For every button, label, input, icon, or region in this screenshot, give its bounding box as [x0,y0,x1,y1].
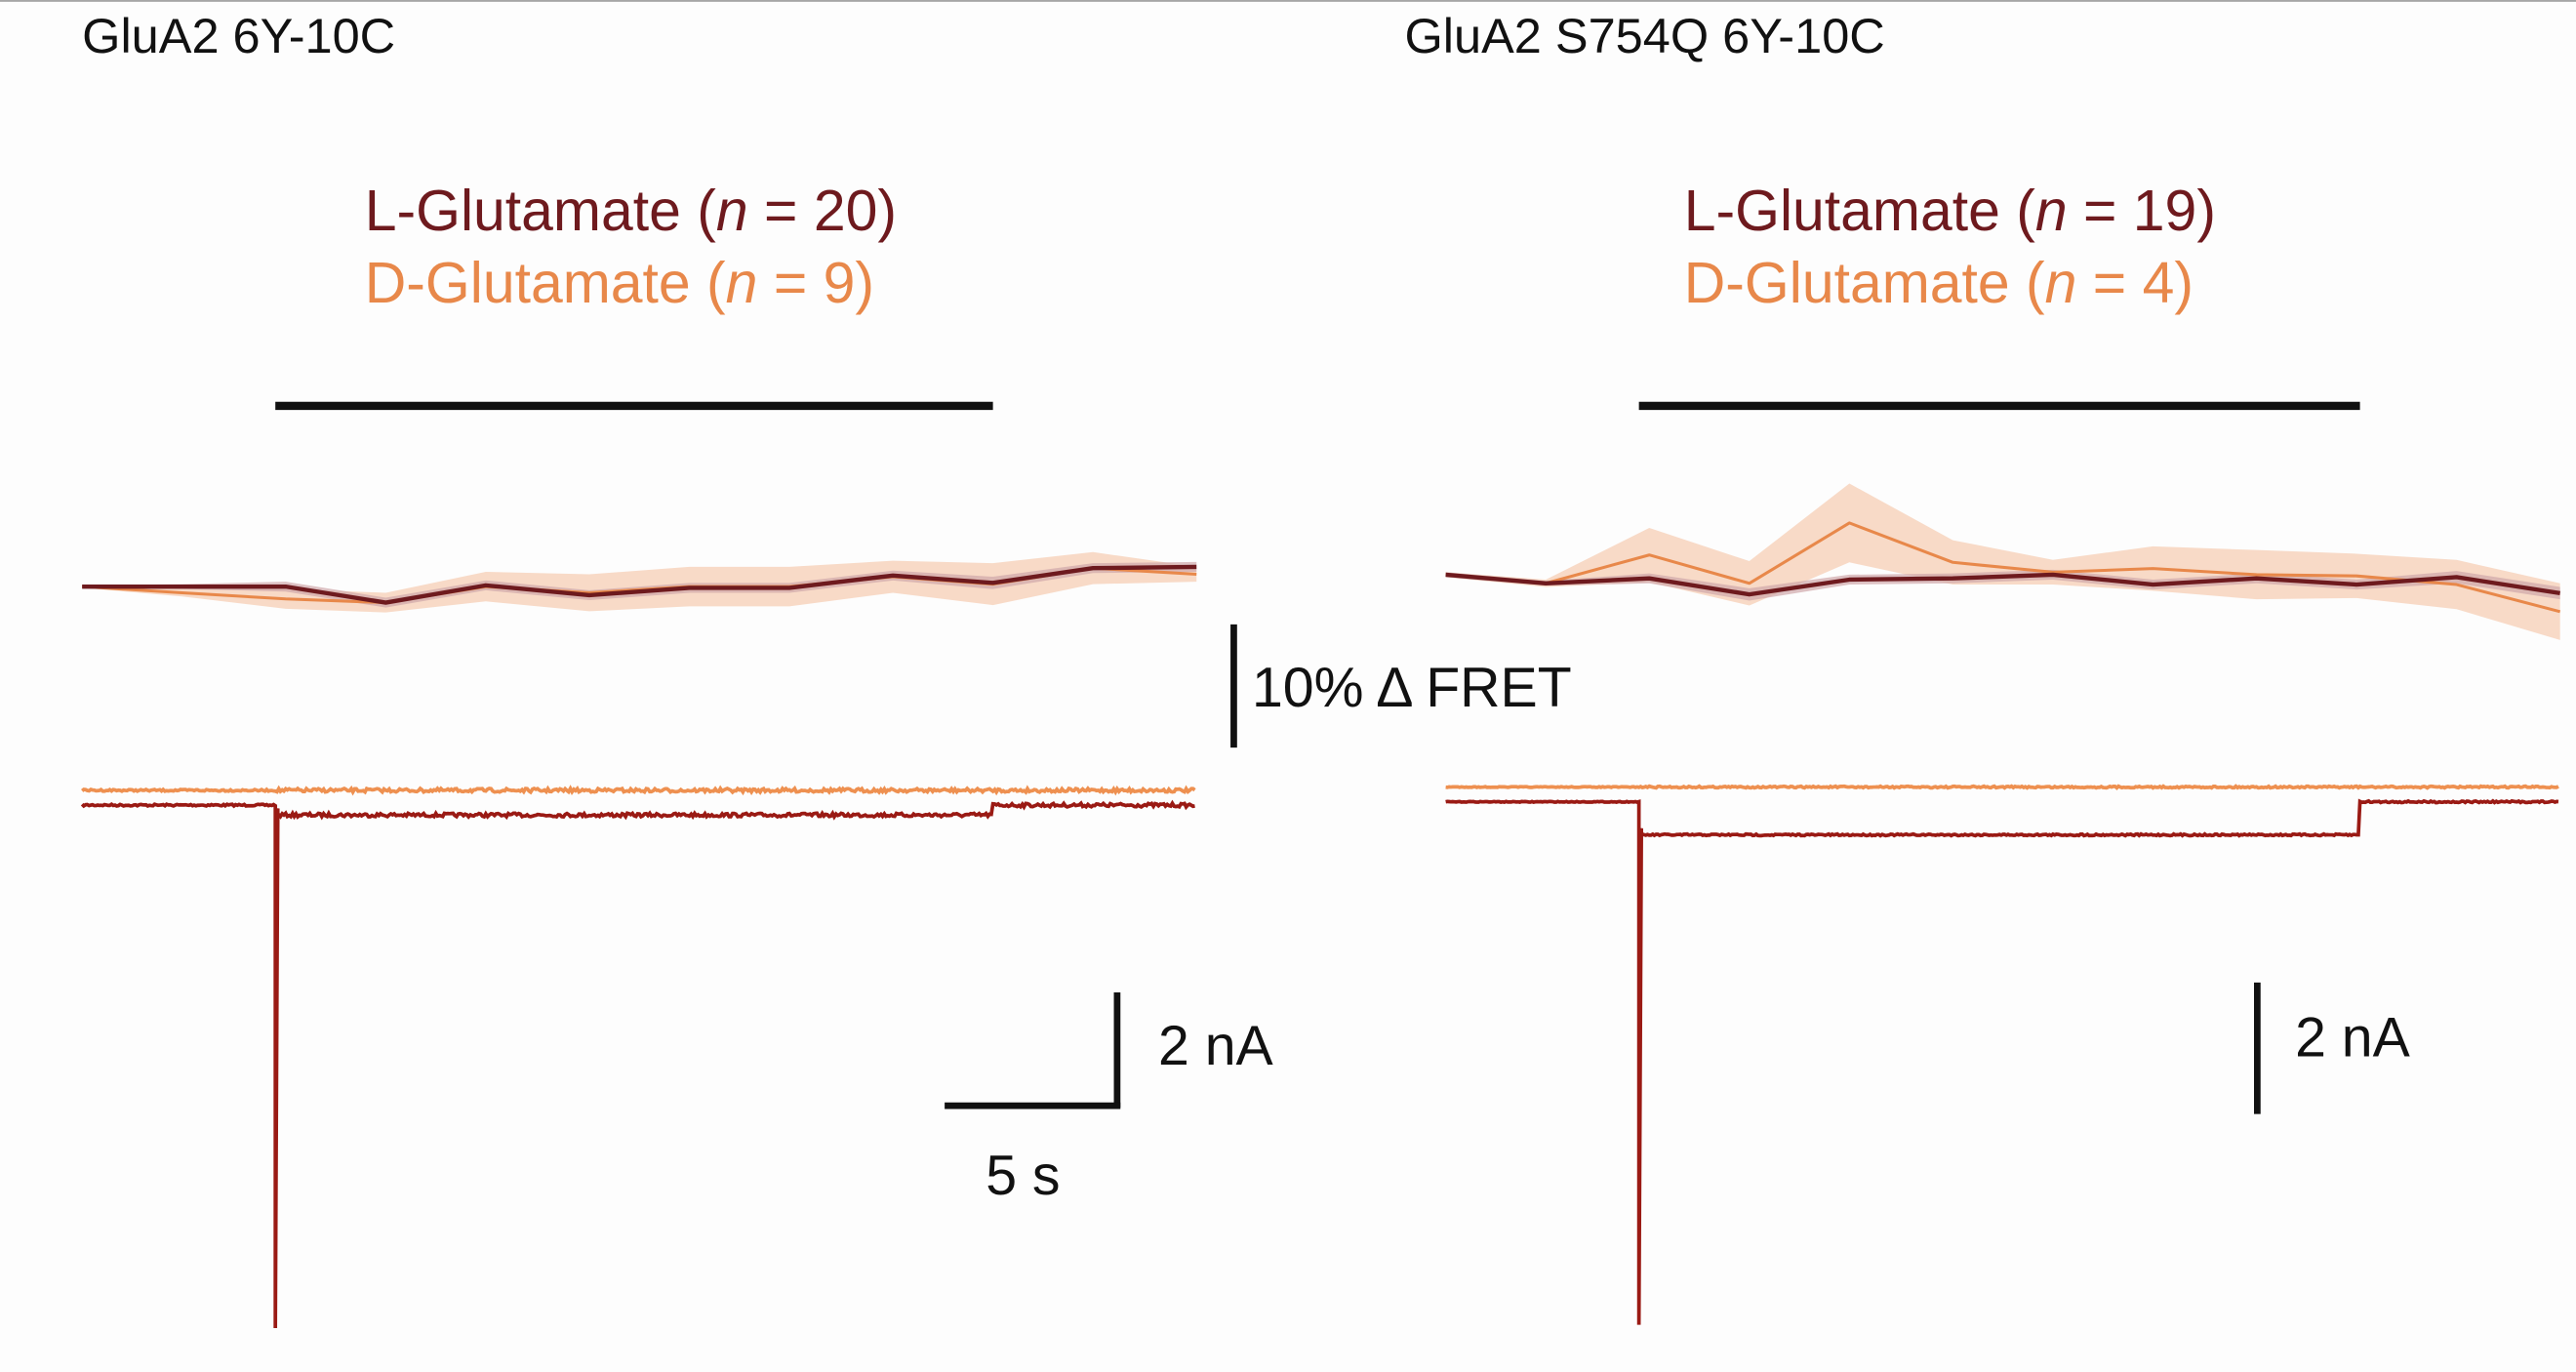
time-scale-label: 5 s [986,1145,1060,1207]
panel-title: GluA2 S754Q 6Y-10C [1405,8,1885,63]
panel-right: GluA2 S754Q 6Y-10C L-Glutamate (n = 19) … [1405,8,2561,1325]
panel-title: GluA2 6Y-10C [82,8,395,63]
current-trace-l-glutamate [1445,798,2559,1325]
fret-line-l-glutamate [1445,572,2561,597]
sem-band-l-glutamate [82,561,1197,608]
sem-band-l-glutamate [1445,569,2560,601]
current-scale-label-left: 2 nA [1158,1015,1274,1077]
sem-band-d-glutamate [1445,483,2560,640]
legend-d-glutamate: D-Glutamate (n = 9) [365,252,874,315]
current-scale-label-right: 2 nA [2295,1007,2411,1069]
legend-d-glutamate: D-Glutamate (n = 4) [1684,252,2194,315]
legend-l-glutamate: L-Glutamate (n = 20) [365,180,897,243]
current-trace-l-glutamate [80,799,1195,1328]
fret-scale-label: 10% Δ FRET [1252,657,1572,719]
current-trace-d-glutamate [1445,784,2559,790]
fret-line-l-glutamate [82,564,1197,605]
legend-l-glutamate: L-Glutamate (n = 19) [1684,180,2216,243]
panel-left: GluA2 6Y-10C L-Glutamate (n = 20) D-Glut… [80,8,1197,1328]
current-trace-d-glutamate [81,785,1196,796]
fret-line-d-glutamate [1445,521,2561,614]
